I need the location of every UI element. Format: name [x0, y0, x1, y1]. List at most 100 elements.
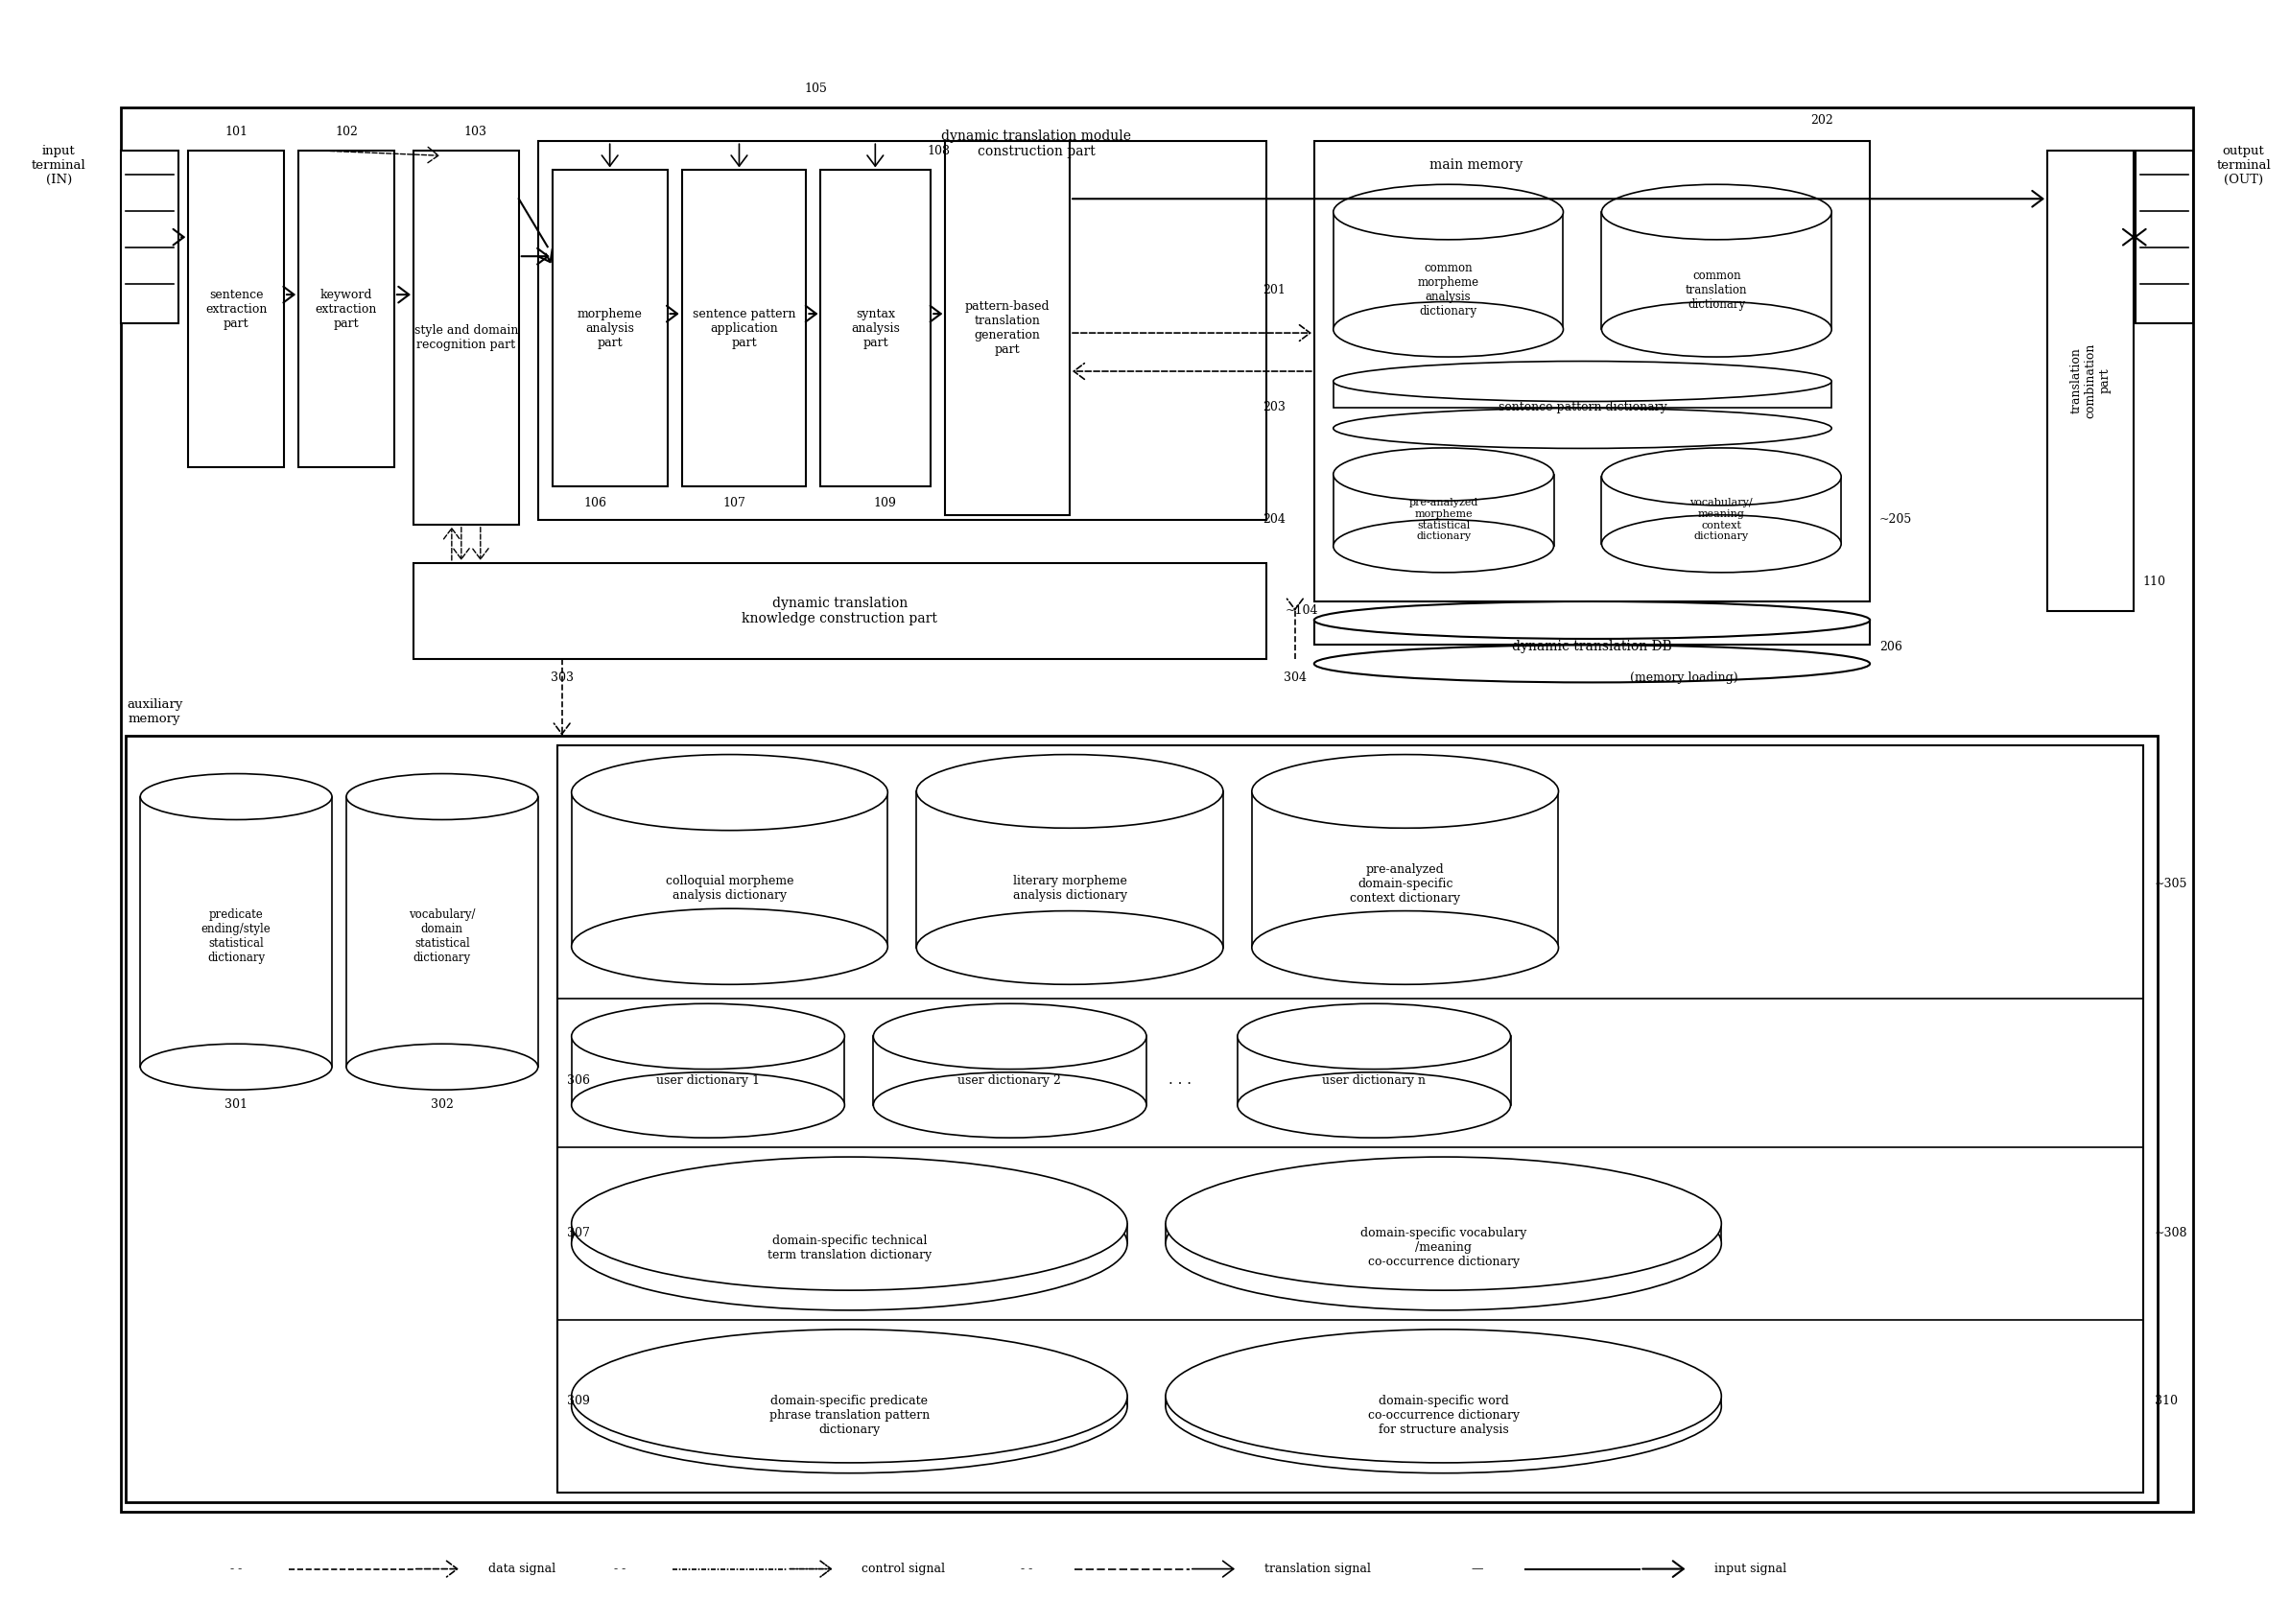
Text: literary morpheme
analysis dictionary: literary morpheme analysis dictionary [1012, 875, 1127, 901]
Bar [552, 171, 666, 486]
Text: 203: 203 [1262, 401, 1285, 414]
Text: morpheme
analysis
part: morpheme analysis part [577, 307, 643, 349]
Bar [534, 110, 1539, 523]
Bar [414, 151, 520, 525]
Bar [1333, 382, 1832, 408]
Bar [1166, 1223, 1722, 1244]
Ellipse shape [346, 773, 538, 820]
Text: 106: 106 [584, 497, 607, 510]
Ellipse shape [1166, 1340, 1722, 1473]
Bar [1166, 1397, 1722, 1406]
Bar [820, 171, 930, 486]
Ellipse shape [916, 911, 1223, 984]
Text: data signal: data signal [481, 1562, 556, 1575]
Bar [126, 697, 403, 1497]
Ellipse shape [140, 773, 332, 820]
Ellipse shape [1166, 1330, 1722, 1463]
Bar [872, 1036, 1147, 1104]
Text: user dictionary 2: user dictionary 2 [957, 1073, 1060, 1086]
Ellipse shape [1601, 185, 1832, 240]
Ellipse shape [1314, 601, 1871, 638]
Text: user dictionary 1: user dictionary 1 [655, 1073, 760, 1086]
Bar [1333, 213, 1564, 330]
Text: control signal: control signal [854, 1562, 946, 1575]
Text: input signal: input signal [1706, 1562, 1786, 1575]
Text: 101: 101 [224, 125, 247, 138]
Bar [1314, 620, 1871, 645]
Text: 108: 108 [927, 145, 950, 158]
Text: 204: 204 [1262, 513, 1285, 526]
Ellipse shape [572, 1156, 1127, 1291]
Bar [1601, 213, 1832, 330]
Text: style and domain
recognition part: style and domain recognition part [414, 325, 518, 351]
Text: domain-specific technical
term translation dictionary: domain-specific technical term translati… [767, 1234, 932, 1262]
Text: pattern-based
translation
generation
part: pattern-based translation generation par… [964, 300, 1051, 356]
Bar [572, 1036, 845, 1104]
Text: 107: 107 [724, 497, 747, 510]
Text: - -: - - [1021, 1562, 1033, 1575]
Text: 307: 307 [566, 1228, 589, 1239]
Text: 206: 206 [1880, 640, 1903, 653]
Bar [126, 736, 2157, 1502]
Text: output
terminal
(OUT): output terminal (OUT) [2217, 145, 2272, 185]
Text: 302: 302 [431, 1098, 453, 1111]
Text: 306: 306 [566, 1073, 591, 1086]
Ellipse shape [1253, 755, 1559, 828]
Bar [346, 797, 538, 1067]
Ellipse shape [140, 1044, 332, 1090]
Text: domain-specific word
co-occurrence dictionary
for structure analysis: domain-specific word co-occurrence dicti… [1367, 1395, 1518, 1436]
Ellipse shape [1166, 1156, 1722, 1291]
Text: common
translation
dictionary: common translation dictionary [1685, 270, 1747, 310]
Ellipse shape [572, 1340, 1127, 1473]
Text: 103: 103 [465, 125, 488, 138]
Text: ~205: ~205 [1880, 513, 1912, 526]
Ellipse shape [1166, 1177, 1722, 1311]
Text: (memory loading): (memory loading) [1630, 672, 1738, 684]
Text: ~104: ~104 [1285, 604, 1319, 617]
Ellipse shape [1333, 185, 1564, 240]
Text: main memory: main memory [1429, 159, 1523, 172]
Text: 105: 105 [804, 83, 827, 94]
Ellipse shape [1237, 1004, 1511, 1069]
Text: translation signal: translation signal [1257, 1562, 1372, 1575]
Ellipse shape [572, 1004, 845, 1069]
Text: predicate
ending/style
statistical
dictionary: predicate ending/style statistical dicti… [202, 909, 270, 965]
Text: colloquial morpheme
analysis dictionary: colloquial morpheme analysis dictionary [666, 875, 795, 901]
Bar [414, 564, 1266, 659]
Bar [121, 151, 179, 323]
Ellipse shape [916, 755, 1223, 828]
Ellipse shape [572, 1330, 1127, 1463]
Ellipse shape [872, 1072, 1147, 1138]
Text: 202: 202 [1811, 114, 1834, 127]
Text: common
morpheme
analysis
dictionary: common morpheme analysis dictionary [1418, 261, 1479, 318]
Ellipse shape [572, 1177, 1127, 1311]
Text: —: — [1470, 1562, 1484, 1575]
Bar [1601, 477, 1841, 544]
Bar [572, 1397, 1127, 1406]
Text: - -: - - [614, 1562, 625, 1575]
Text: - -: - - [231, 1562, 243, 1575]
Text: dynamic translation
knowledge construction part: dynamic translation knowledge constructi… [742, 596, 937, 625]
Text: 201: 201 [1262, 284, 1285, 296]
Text: translation
combination
part: translation combination part [2070, 343, 2111, 419]
Text: 304: 304 [1282, 672, 1308, 684]
Bar [1253, 791, 1559, 948]
Ellipse shape [572, 1072, 845, 1138]
Ellipse shape [872, 1004, 1147, 1069]
Bar [1333, 474, 1553, 546]
Text: 110: 110 [2143, 577, 2166, 588]
Text: sentence
extraction
part: sentence extraction part [206, 289, 268, 330]
Text: pre-analyzed
domain-specific
context dictionary: pre-analyzed domain-specific context dic… [1349, 864, 1461, 905]
Text: ~305: ~305 [2155, 877, 2187, 890]
Ellipse shape [1237, 1072, 1511, 1138]
Text: 102: 102 [334, 125, 357, 138]
Ellipse shape [1253, 911, 1559, 984]
Bar [2134, 151, 2194, 323]
Ellipse shape [1601, 302, 1832, 357]
Text: 309: 309 [566, 1395, 589, 1408]
Bar [1314, 141, 1871, 601]
Ellipse shape [572, 908, 889, 984]
Ellipse shape [1601, 448, 1841, 505]
Ellipse shape [1601, 515, 1841, 573]
Text: user dictionary n: user dictionary n [1321, 1073, 1424, 1086]
